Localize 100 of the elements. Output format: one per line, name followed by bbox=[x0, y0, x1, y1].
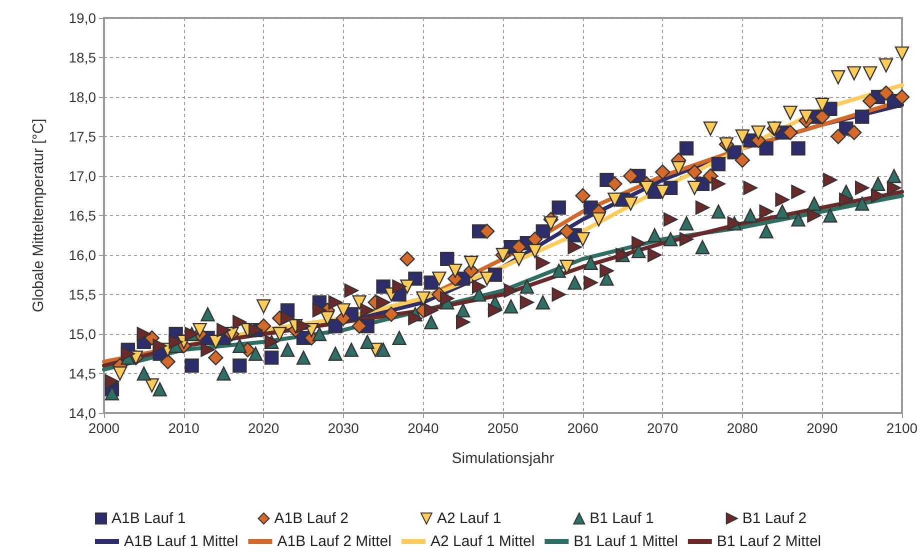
point bbox=[632, 236, 646, 250]
point bbox=[584, 276, 598, 290]
point bbox=[440, 291, 454, 306]
point bbox=[687, 180, 702, 195]
point bbox=[208, 334, 223, 349]
point bbox=[783, 106, 798, 120]
point bbox=[472, 280, 486, 294]
point bbox=[655, 164, 670, 180]
x-tick-label: 2090 bbox=[806, 420, 838, 436]
point bbox=[408, 311, 422, 326]
point bbox=[479, 224, 495, 239]
point bbox=[695, 240, 710, 254]
point bbox=[782, 124, 798, 140]
point bbox=[160, 354, 176, 370]
legend-label: A1B Lauf 2 bbox=[274, 510, 348, 527]
point bbox=[448, 264, 462, 278]
point bbox=[504, 283, 518, 298]
point bbox=[280, 342, 295, 357]
point bbox=[576, 232, 590, 246]
point bbox=[894, 89, 910, 105]
point bbox=[830, 128, 846, 144]
point bbox=[280, 311, 295, 326]
point bbox=[520, 295, 534, 310]
x-axis-title: Simulationsjahr bbox=[452, 450, 554, 467]
x-tick-label: 2070 bbox=[647, 420, 678, 436]
point bbox=[862, 66, 878, 80]
point bbox=[743, 180, 758, 195]
point bbox=[751, 125, 766, 140]
point bbox=[600, 264, 614, 278]
point bbox=[671, 161, 686, 176]
point bbox=[831, 70, 846, 84]
point bbox=[686, 164, 702, 180]
point bbox=[870, 176, 886, 191]
point bbox=[815, 98, 830, 112]
point bbox=[791, 212, 806, 227]
point bbox=[807, 208, 822, 223]
point bbox=[384, 306, 399, 322]
y-tick-label: 15,5 bbox=[68, 286, 96, 302]
point bbox=[216, 366, 231, 381]
point bbox=[560, 260, 574, 274]
point bbox=[232, 338, 247, 353]
point bbox=[847, 66, 862, 80]
legend-label: B1 Lauf 2 bbox=[742, 510, 807, 527]
x-tick-label: 2080 bbox=[726, 420, 758, 436]
point bbox=[312, 303, 327, 318]
point bbox=[711, 157, 726, 172]
point bbox=[312, 326, 327, 342]
legend-label: B1 Lauf 1 Mittel bbox=[574, 533, 678, 550]
point bbox=[528, 244, 542, 258]
point bbox=[759, 141, 774, 156]
point bbox=[200, 342, 215, 357]
point bbox=[734, 152, 750, 168]
point bbox=[392, 330, 406, 346]
point bbox=[735, 129, 750, 144]
point bbox=[592, 212, 606, 227]
point bbox=[392, 280, 406, 294]
point bbox=[679, 216, 694, 230]
point bbox=[663, 212, 678, 227]
point bbox=[328, 346, 343, 361]
point bbox=[328, 295, 343, 310]
point bbox=[608, 192, 622, 207]
point bbox=[536, 295, 550, 310]
point bbox=[424, 315, 438, 330]
point bbox=[352, 295, 366, 310]
point bbox=[232, 358, 247, 373]
point bbox=[886, 180, 902, 195]
point bbox=[607, 176, 622, 192]
point bbox=[695, 200, 710, 215]
point bbox=[894, 46, 910, 61]
point bbox=[256, 299, 271, 314]
legend-label: A2 Lauf 1 Mittel bbox=[430, 533, 535, 550]
point bbox=[575, 188, 590, 204]
point bbox=[584, 256, 598, 270]
point bbox=[775, 204, 790, 219]
point bbox=[504, 299, 518, 314]
point bbox=[464, 256, 478, 270]
legend-label: A1B Lauf 1 bbox=[112, 510, 186, 527]
legend-label: A1B Lauf 1 Mittel bbox=[124, 533, 238, 550]
point bbox=[648, 228, 662, 242]
point bbox=[456, 303, 470, 318]
point bbox=[248, 346, 263, 361]
point bbox=[440, 252, 454, 266]
point bbox=[846, 124, 862, 140]
point bbox=[320, 311, 335, 326]
point bbox=[775, 192, 790, 207]
point bbox=[711, 176, 726, 191]
point bbox=[184, 358, 199, 373]
point bbox=[862, 93, 878, 109]
point bbox=[208, 350, 224, 366]
point bbox=[400, 280, 414, 294]
point bbox=[743, 208, 758, 223]
point bbox=[600, 272, 614, 286]
y-tick-label: 16,5 bbox=[68, 208, 96, 224]
point bbox=[376, 342, 390, 357]
legend-label: A1B Lauf 2 Mittel bbox=[277, 533, 392, 550]
point bbox=[759, 204, 774, 219]
point bbox=[552, 264, 566, 278]
point bbox=[104, 374, 120, 388]
point bbox=[400, 251, 415, 267]
point bbox=[640, 180, 654, 195]
